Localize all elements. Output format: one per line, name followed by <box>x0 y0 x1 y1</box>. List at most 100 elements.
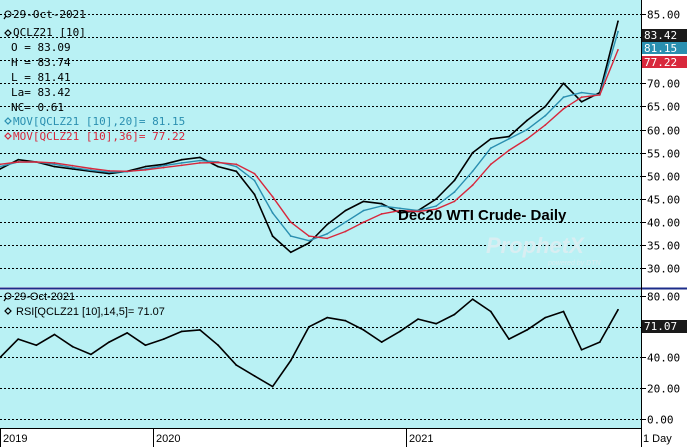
rsi-point-0 <box>453 313 456 316</box>
rsi-magnifier-icon[interactable] <box>3 292 12 302</box>
rsi-point-0 <box>162 338 165 340</box>
price-point-2 <box>362 221 365 224</box>
rsi-info-date: 29-Oct-2021 <box>14 291 75 303</box>
price-point-0 <box>399 212 401 214</box>
rsi-point-0 <box>0 356 1 359</box>
price-info-symbol: QCLZ21 [10] <box>13 26 86 39</box>
price-point-0 <box>199 156 201 159</box>
price-point-1 <box>308 239 310 242</box>
last-price-badge: 83.42 <box>642 29 687 42</box>
rsi-point-0 <box>617 308 619 311</box>
price-point-1 <box>0 165 1 168</box>
rsi-badge: 71.07 <box>642 320 687 333</box>
price-point-1 <box>380 205 383 207</box>
price-point-2 <box>580 96 583 99</box>
price-point-1 <box>453 191 456 194</box>
price-point-0 <box>453 179 456 182</box>
symbol-diamond-icon <box>4 29 12 37</box>
price-point-2 <box>526 138 528 140</box>
magnifier-icon[interactable] <box>3 10 12 20</box>
price-point-2 <box>471 184 474 187</box>
price-tick-label: 40.00 <box>647 217 680 230</box>
price-point-1 <box>526 128 528 131</box>
price-point-2 <box>17 161 20 163</box>
price-point-1 <box>362 209 365 212</box>
rsi-point-0 <box>380 341 383 343</box>
ma20-diamond-icon <box>4 117 12 125</box>
time-label-2020: 2020 <box>156 433 180 445</box>
price-point-2 <box>90 167 92 170</box>
rsi-panel[interactable] <box>0 290 641 428</box>
price-point-0 <box>53 165 56 168</box>
price-point-0 <box>508 135 510 138</box>
price-point-1 <box>180 162 183 164</box>
price-point-0 <box>144 165 147 168</box>
price-point-0 <box>0 168 1 170</box>
price-point-0 <box>362 200 365 203</box>
price-info-low: L = 81.41 <box>11 71 71 84</box>
price-point-2 <box>53 162 56 164</box>
ma36-badge: 77.22 <box>642 56 687 69</box>
price-point-2 <box>0 163 1 166</box>
price-point-0 <box>235 170 238 173</box>
price-point-1 <box>90 169 92 172</box>
price-point-1 <box>271 212 274 214</box>
price-point-0 <box>489 138 492 140</box>
price-point-2 <box>508 149 510 152</box>
price-point-2 <box>289 221 292 224</box>
price-point-1 <box>289 235 292 238</box>
rsi-point-0 <box>580 348 583 351</box>
price-point-1 <box>326 232 329 235</box>
price-point-2 <box>399 209 401 212</box>
rsi-series-layer <box>0 298 619 388</box>
price-point-0 <box>253 193 256 196</box>
rsi-point-0 <box>90 353 92 356</box>
price-point-2 <box>271 195 274 198</box>
price-tick-label: 70.00 <box>647 78 680 91</box>
price-point-1 <box>562 96 565 99</box>
rsi-point-0 <box>53 333 56 336</box>
rsi-point-0 <box>35 344 38 347</box>
price-axis <box>641 0 687 447</box>
price-point-1 <box>108 171 110 174</box>
rsi-point-0 <box>326 316 329 319</box>
time-axis: 2019 2020 2021 1 Day <box>0 428 672 447</box>
rsi-gridlines <box>0 296 646 420</box>
price-point-0 <box>108 172 110 175</box>
price-point-2 <box>217 161 220 164</box>
price-point-1 <box>199 159 201 162</box>
price-point-0 <box>526 119 528 122</box>
price-point-0 <box>471 151 474 154</box>
rsi-tick-label: 20.00 <box>647 383 680 396</box>
price-info-high: H = 83.74 <box>11 56 71 69</box>
price-panel[interactable] <box>0 0 641 287</box>
price-point-0 <box>580 100 583 103</box>
price-point-0 <box>562 82 565 85</box>
rsi-tick-label: 0.00 <box>647 414 674 427</box>
price-point-1 <box>471 170 474 173</box>
price-point-1 <box>399 207 401 210</box>
rsi-point-0 <box>435 322 438 325</box>
price-point-0 <box>617 20 619 23</box>
price-point-2 <box>253 172 256 175</box>
rsi-point-0 <box>71 345 74 348</box>
rsi-point-0 <box>17 338 20 340</box>
price-point-0 <box>17 158 20 161</box>
price-point-0 <box>71 168 74 170</box>
time-label-2021: 2021 <box>409 433 433 445</box>
watermark-subtext: powered by DTN <box>547 260 601 267</box>
price-point-2 <box>308 235 310 238</box>
price-point-0 <box>289 251 292 254</box>
price-point-2 <box>235 163 238 166</box>
rsi-point-0 <box>344 319 347 322</box>
watermark-text: ProphetX <box>486 233 585 258</box>
rsi-diamond-icon <box>4 307 12 315</box>
rsi-info-block: 29-Oct-2021 RSI[QCLZ21 [10],14,5]= 71.07 <box>3 291 165 318</box>
price-point-2 <box>617 49 619 51</box>
price-point-1 <box>53 163 56 166</box>
price-tick-label: 45.00 <box>647 194 680 207</box>
period-selector[interactable]: 1 Day <box>643 433 672 445</box>
price-point-0 <box>326 223 329 226</box>
price-point-1 <box>580 91 583 94</box>
